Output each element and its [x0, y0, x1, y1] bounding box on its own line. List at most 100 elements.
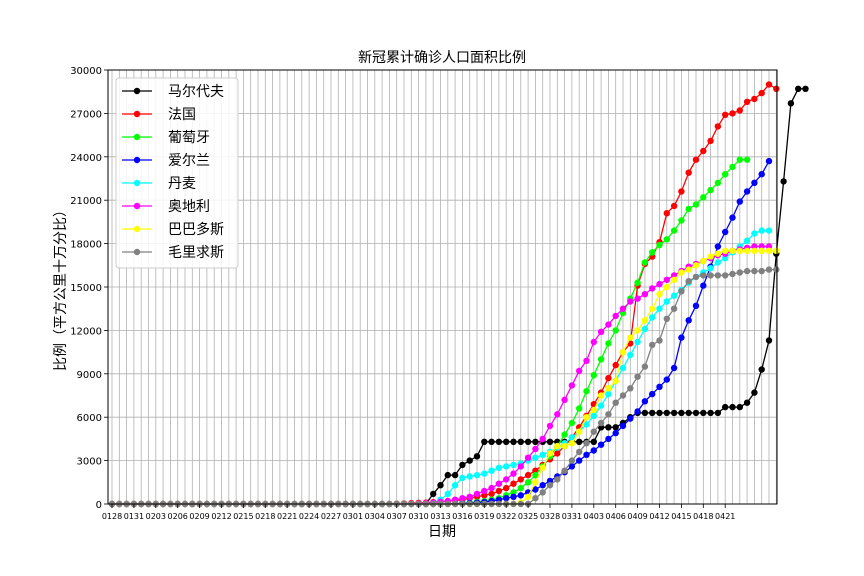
- data-point: [627, 334, 634, 341]
- data-point: [641, 317, 649, 324]
- data-point: [743, 267, 751, 275]
- data-point: [583, 451, 590, 458]
- data-point: [656, 337, 663, 344]
- data-point: [612, 424, 619, 431]
- legend-swatch-marker: [133, 225, 141, 233]
- data-point: [641, 291, 649, 298]
- data-point: [743, 98, 751, 106]
- data-point: [503, 438, 510, 445]
- data-point: [495, 487, 503, 495]
- data-point: [597, 328, 605, 335]
- data-point: [612, 312, 619, 320]
- data-point: [641, 325, 649, 333]
- data-point: [539, 489, 546, 496]
- data-point: [481, 438, 488, 445]
- data-point: [524, 493, 532, 500]
- data-point: [722, 403, 729, 411]
- data-point: [729, 247, 736, 254]
- data-point: [503, 484, 510, 492]
- data-point: [685, 409, 692, 417]
- y-tick-label: 0: [96, 500, 102, 511]
- data-point: [524, 454, 532, 461]
- data-point: [714, 272, 722, 279]
- data-point: [583, 414, 590, 421]
- data-point: [510, 461, 517, 469]
- data-point: [524, 471, 532, 479]
- data-point: [605, 385, 612, 392]
- data-point: [700, 409, 707, 417]
- data-point: [670, 202, 678, 210]
- data-point: [736, 156, 743, 163]
- x-tick-label: 0403: [584, 512, 604, 521]
- data-point: [751, 389, 758, 396]
- data-point: [656, 383, 663, 390]
- data-point: [554, 411, 561, 418]
- data-point: [546, 450, 554, 457]
- data-point: [488, 484, 495, 492]
- data-point: [685, 266, 692, 273]
- data-point: [700, 282, 707, 289]
- data-point: [503, 463, 510, 470]
- data-point: [568, 382, 576, 389]
- legend-swatch-marker: [133, 179, 141, 187]
- legend-box: [115, 77, 239, 269]
- data-point: [597, 356, 605, 363]
- x-tick-label: 0227: [321, 512, 341, 521]
- data-point: [605, 424, 612, 431]
- data-point: [532, 454, 539, 461]
- data-point: [700, 194, 707, 201]
- data-point: [685, 169, 692, 176]
- y-axis-label: 比例（平方公里十万分比）: [53, 203, 69, 371]
- data-point: [714, 123, 722, 130]
- data-point: [700, 257, 707, 265]
- data-point: [539, 464, 546, 471]
- data-point: [729, 270, 736, 278]
- data-point: [539, 435, 546, 443]
- data-point: [568, 457, 576, 464]
- y-tick-label: 24000: [70, 153, 102, 164]
- data-point: [649, 409, 656, 417]
- data-point: [546, 482, 554, 489]
- data-point: [539, 482, 546, 489]
- data-point: [612, 377, 619, 385]
- data-point: [773, 247, 780, 254]
- x-tick-label: 0331: [562, 512, 582, 521]
- data-point: [736, 198, 743, 205]
- y-tick-label: 9000: [77, 370, 102, 381]
- data-point: [568, 434, 576, 441]
- data-point: [634, 295, 641, 302]
- data-point: [685, 317, 692, 324]
- data-point: [722, 228, 729, 236]
- y-tick-label: 21000: [70, 196, 102, 207]
- data-point: [707, 253, 714, 260]
- data-point: [692, 201, 700, 208]
- data-point: [714, 250, 722, 257]
- data-point: [481, 487, 488, 495]
- data-point: [597, 419, 605, 427]
- data-point: [678, 409, 685, 417]
- data-point: [437, 482, 444, 489]
- data-point: [765, 81, 773, 88]
- data-point: [802, 85, 809, 93]
- data-point: [765, 247, 773, 254]
- y-tick-label: 30000: [70, 66, 102, 77]
- data-point: [714, 179, 722, 186]
- data-point: [517, 463, 524, 470]
- data-point: [590, 372, 597, 379]
- data-point: [765, 157, 773, 165]
- data-point: [605, 390, 612, 398]
- data-point: [568, 419, 576, 427]
- data-point: [590, 406, 597, 414]
- data-point: [568, 440, 576, 447]
- data-point: [765, 266, 773, 273]
- data-point: [619, 422, 627, 430]
- data-point: [692, 273, 700, 281]
- data-point: [649, 249, 656, 256]
- data-point: [656, 305, 663, 312]
- data-point: [663, 210, 670, 217]
- data-point: [459, 461, 466, 469]
- legend-label: 法国: [168, 107, 196, 123]
- data-point: [773, 266, 780, 273]
- data-point: [554, 442, 561, 450]
